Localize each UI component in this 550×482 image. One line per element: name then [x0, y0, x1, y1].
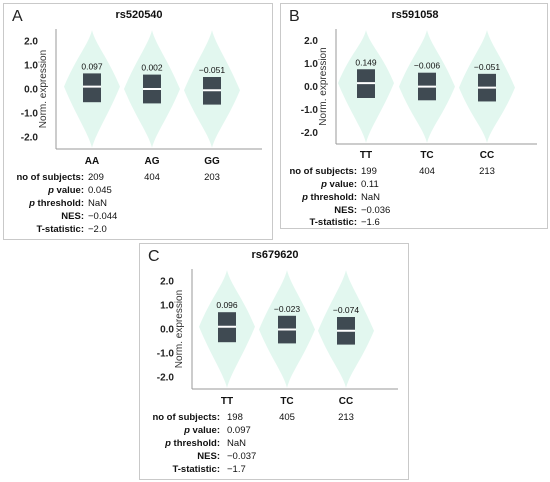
y-tick-label: -1.0 — [301, 105, 319, 116]
genotype-label: GG — [192, 156, 232, 167]
tstat-value: −2.0 — [88, 224, 107, 235]
y-tick-label: -2.0 — [21, 133, 39, 144]
tstat-label: T-statistic: — [0, 224, 84, 235]
nes-label: NES: — [0, 211, 84, 222]
y-tick-label: -2.0 — [301, 128, 319, 139]
subjects-value: 405 — [267, 412, 307, 423]
panel-title: rs679620 — [140, 249, 410, 261]
median-value-label: −0.074 — [333, 305, 360, 315]
nes-label: NES: — [110, 451, 220, 462]
pthreshold-rest: threshold: — [35, 198, 84, 209]
pthreshold-label: p threshold: — [247, 192, 357, 203]
y-tick-label: 1.0 — [304, 59, 318, 70]
genotype-label: TC — [267, 396, 307, 407]
tstat-value: −1.6 — [361, 217, 380, 228]
y-tick-label: 2.0 — [24, 37, 38, 48]
y-tick-label: -2.0 — [157, 373, 175, 384]
panel-b: B rs591058 2.0 1.0 0.0 -1.0 -2.0 Norm. expres… — [280, 3, 548, 229]
median-value-label: −0.006 — [414, 61, 441, 71]
median-value-label: −0.023 — [274, 304, 301, 314]
genotype-label: AA — [72, 156, 112, 167]
panel-c: C rs679620 2.0 1.0 0.0 -1.0 -2.0 Norm. expres… — [139, 243, 409, 480]
subjects-label: no of subjects: — [110, 412, 220, 423]
pvalue-rest: value: — [190, 425, 220, 436]
y-tick-label: 1.0 — [24, 61, 38, 72]
median-value-label: 0.097 — [81, 61, 103, 71]
y-axis-label: Norm. expression — [318, 47, 329, 125]
subjects-value: 213 — [467, 166, 507, 177]
tstat-label: T-statistic: — [110, 464, 220, 475]
pthreshold-rest: threshold: — [308, 192, 357, 203]
pvalue-value: 0.097 — [227, 425, 251, 436]
y-tick-label: 0.0 — [160, 325, 174, 336]
pvalue-label: p value: — [110, 425, 220, 436]
subjects-value: 203 — [192, 172, 232, 183]
median-value-label: 0.149 — [355, 57, 377, 67]
y-tick-label: -1.0 — [21, 109, 39, 120]
y-axis-label: Norm. expression — [174, 290, 185, 368]
panel-title: rs591058 — [281, 9, 549, 21]
genotype-label: TT — [346, 150, 386, 161]
genotype-label: TC — [407, 150, 447, 161]
y-tick-label: 2.0 — [160, 277, 174, 288]
iqr-box — [83, 73, 101, 102]
pthreshold-value: NaN — [227, 438, 246, 449]
median-value-label: −0.051 — [474, 62, 501, 72]
panel-a: A rs520540 2.0 1.0 0.0 -1.0 -2.0 Norm. expres… — [3, 3, 273, 240]
subjects-value: 198 — [227, 412, 243, 423]
pvalue-label: p value: — [0, 185, 84, 196]
median-value-label: 0.096 — [216, 300, 238, 310]
violin-plot: 2.0 1.0 0.0 -1.0 -2.0 Norm. expression 0.097 0.… — [4, 24, 274, 154]
nes-label: NES: — [247, 205, 357, 216]
tstat-label: T-statistic: — [247, 217, 357, 228]
y-tick-label: 0.0 — [304, 82, 318, 93]
nes-value: −0.037 — [227, 451, 256, 462]
y-tick-label: 0.0 — [24, 85, 38, 96]
genotype-label: TT — [207, 396, 247, 407]
genotype-label: AG — [132, 156, 172, 167]
median-value-label: 0.002 — [141, 63, 163, 73]
genotype-label: CC — [326, 396, 366, 407]
y-axis-label: Norm. expression — [38, 50, 49, 128]
violin-plot: 2.0 1.0 0.0 -1.0 -2.0 Norm. expression 0.096 −0… — [140, 264, 410, 394]
nes-value: −0.044 — [88, 211, 117, 222]
subjects-value: 199 — [361, 166, 377, 177]
pthreshold-label: p threshold: — [0, 198, 84, 209]
pvalue-value: 0.045 — [88, 185, 112, 196]
y-tick-label: 1.0 — [160, 301, 174, 312]
y-tick-label: 2.0 — [304, 36, 318, 47]
violin-plot: 2.0 1.0 0.0 -1.0 -2.0 Norm. expression 0.149 −0… — [281, 24, 549, 144]
pvalue-value: 0.11 — [361, 179, 379, 190]
tstat-value: −1.7 — [227, 464, 246, 475]
subjects-label: no of subjects: — [0, 172, 84, 183]
nes-value: −0.036 — [361, 205, 390, 216]
pthreshold-label: p threshold: — [110, 438, 220, 449]
pthreshold-rest: threshold: — [171, 438, 220, 449]
pthreshold-value: NaN — [361, 192, 380, 203]
subjects-value: 209 — [88, 172, 104, 183]
panel-title: rs520540 — [4, 9, 274, 21]
pvalue-rest: value: — [54, 185, 84, 196]
subjects-value: 404 — [132, 172, 172, 183]
subjects-value: 213 — [326, 412, 366, 423]
median-value-label: −0.051 — [199, 65, 226, 75]
pvalue-label: p value: — [247, 179, 357, 190]
pthreshold-value: NaN — [88, 198, 107, 209]
pvalue-rest: value: — [327, 179, 357, 190]
subjects-label: no of subjects: — [247, 166, 357, 177]
genotype-label: CC — [467, 150, 507, 161]
subjects-value: 404 — [407, 166, 447, 177]
y-tick-label: -1.0 — [157, 349, 175, 360]
